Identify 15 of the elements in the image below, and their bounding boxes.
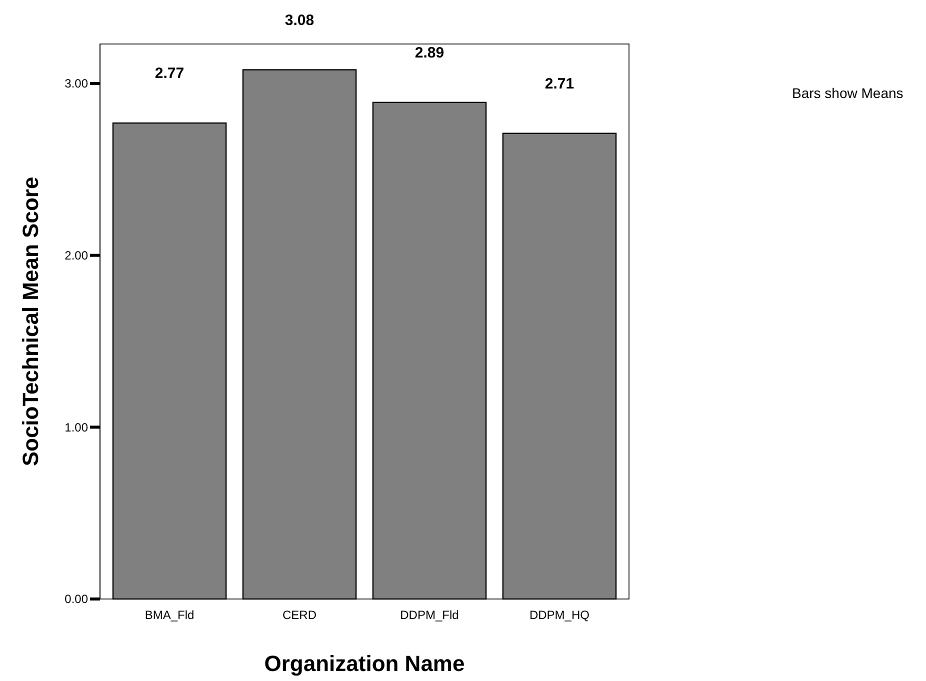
- x-axis-title: Organization Name: [264, 651, 465, 676]
- y-axis-title: SocioTechnical Mean Score: [18, 176, 43, 466]
- data-label: 2.89: [414, 44, 444, 62]
- y-tick-label: 2.00: [64, 248, 88, 263]
- x-tick-label: BMA_Fld: [144, 608, 194, 622]
- x-tick-label: DDPM_Fld: [400, 608, 459, 622]
- text: Bars show Means: [792, 85, 904, 101]
- data-label: 3.08: [284, 12, 314, 29]
- y-tick-label: 0.00: [64, 592, 88, 606]
- x-tick-label: DDPM_HQ: [529, 608, 590, 622]
- x-tick-label: CERD: [282, 608, 317, 622]
- data-label: 2.77: [154, 65, 184, 82]
- data-label: 2.71: [544, 75, 574, 92]
- y-tick-label: 1.00: [64, 420, 88, 434]
- y-tick-label: 3.00: [64, 76, 88, 91]
